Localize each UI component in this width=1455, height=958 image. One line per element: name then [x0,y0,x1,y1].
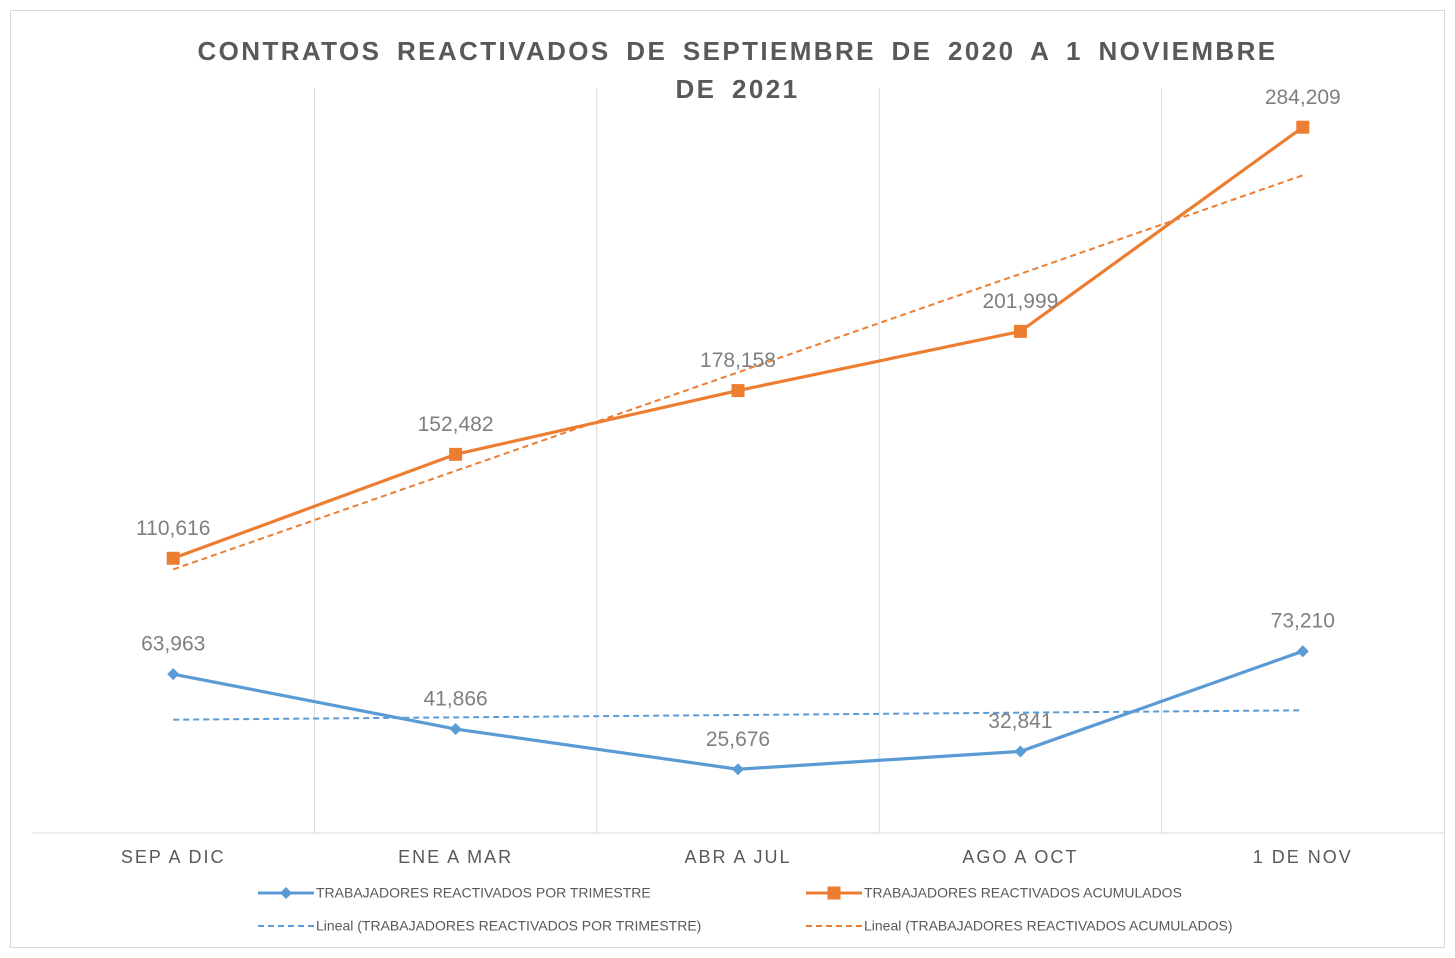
data-label: 32,841 [988,710,1052,733]
marker [167,668,180,681]
data-label: 63,963 [141,633,205,656]
data-label: 178,158 [700,349,776,372]
trendline [173,709,1303,721]
data-label: 110,616 [136,517,210,540]
data-label: 201,999 [982,290,1058,313]
marker [1014,745,1027,758]
marker [1013,324,1027,338]
data-label: 41,866 [423,688,487,711]
x-tick-label: ABR A JUL [684,847,791,867]
data-label: 25,676 [706,728,770,751]
marker [827,886,841,900]
marker [732,763,744,776]
marker [166,551,180,565]
data-label: 73,210 [1271,610,1335,633]
legend-label: Lineal (TRABAJADORES REACTIVADOS POR TRI… [316,918,701,934]
legend-label: Lineal (TRABAJADORES REACTIVADOS ACUMULA… [864,918,1233,934]
marker [1296,120,1310,134]
marker [280,887,292,899]
marker [1296,645,1309,658]
marker [449,447,463,461]
marker [449,723,462,736]
data-label: 152,482 [418,413,494,436]
chart-title: CONTRATOS REACTIVADOS DE SEPTIEMBRE DE 2… [197,36,1278,104]
x-tick-label: 1 DE NOV [1253,847,1353,867]
x-tick-label: SEP A DIC [121,847,226,867]
legend-label: TRABAJADORES REACTIVADOS ACUMULADOS [864,885,1182,901]
marker [731,384,745,398]
legend-label: TRABAJADORES REACTIVADOS POR TRIMESTRE [316,885,651,901]
data-label: 284,209 [1265,86,1341,109]
x-tick-label: ENE A MAR [398,847,513,867]
chart-border [10,10,1445,948]
x-tick-label: AGO A OCT [962,847,1078,867]
